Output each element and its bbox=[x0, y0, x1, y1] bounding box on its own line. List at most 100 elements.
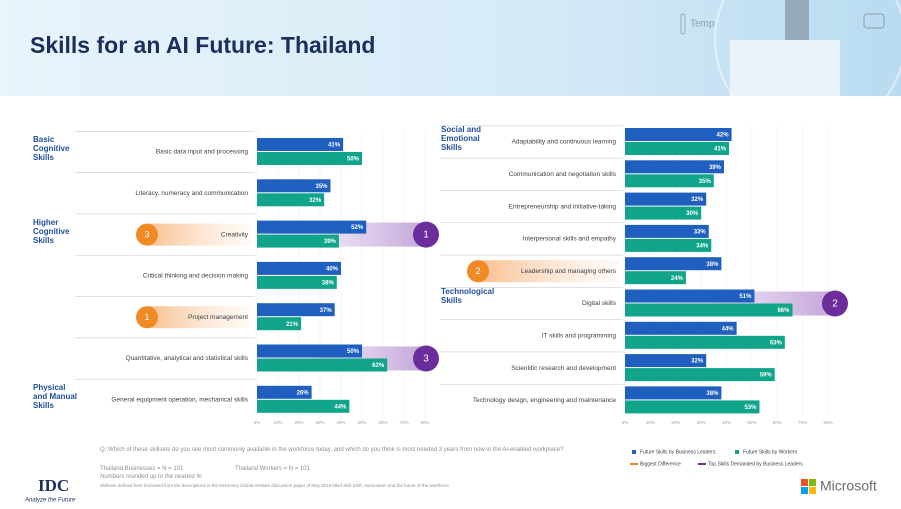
bar bbox=[257, 303, 335, 317]
header-decor bbox=[785, 0, 809, 40]
category-label: Literacy, numeracy and communication bbox=[135, 190, 248, 197]
category-label: Project management bbox=[188, 314, 248, 321]
idc-tagline: Analyze the Future bbox=[24, 498, 76, 504]
value-label: 38% bbox=[706, 262, 719, 268]
bar bbox=[257, 193, 325, 207]
value-label: 30% bbox=[686, 211, 699, 217]
top-badge bbox=[413, 221, 439, 248]
value-label: 38% bbox=[322, 280, 335, 286]
ms-logo bbox=[801, 487, 808, 494]
title: Skills for an AI Future: Thailand bbox=[30, 32, 375, 58]
category-label: Critical thinking and decision making bbox=[143, 273, 249, 280]
temp-label: Temp bbox=[690, 19, 715, 30]
x-tick-label: 80% bbox=[420, 420, 429, 425]
thermometer-icon bbox=[680, 13, 686, 35]
difference-band bbox=[147, 223, 252, 246]
value-label: 40% bbox=[326, 266, 339, 272]
value-label: 44% bbox=[334, 404, 347, 410]
value-label: 51% bbox=[739, 294, 752, 300]
value-label: 44% bbox=[722, 326, 735, 332]
legend-swatch bbox=[632, 450, 636, 454]
x-tick-label: 70% bbox=[399, 420, 408, 425]
category-label: Creativity bbox=[221, 231, 249, 238]
category-label: Leadership and managing others bbox=[521, 268, 617, 275]
bar bbox=[257, 399, 350, 413]
legend-swatch bbox=[735, 450, 739, 454]
category-label: Scientific research and development bbox=[511, 365, 616, 372]
value-label: 38% bbox=[706, 391, 719, 397]
bar bbox=[625, 174, 714, 188]
bar bbox=[257, 358, 388, 372]
category-label: IT skills and programming bbox=[542, 333, 617, 340]
ms-logo bbox=[809, 479, 816, 486]
sample-size: Thailand Businesses = N = 101 bbox=[100, 466, 184, 472]
bar bbox=[625, 160, 724, 174]
value-label: 32% bbox=[691, 359, 704, 365]
difference-band bbox=[478, 260, 620, 283]
value-label: 35% bbox=[315, 184, 328, 190]
bar bbox=[625, 271, 686, 285]
value-label: 32% bbox=[691, 197, 704, 203]
category-label: Technology design, engineering and maint… bbox=[473, 397, 616, 404]
value-label: 50% bbox=[347, 349, 360, 355]
top-rank: 1 bbox=[423, 230, 429, 241]
value-label: 62% bbox=[372, 363, 385, 369]
category-label: Quantitative, analytical and statistical… bbox=[126, 355, 249, 362]
category-label: Entrepreneurship and initiative-taking bbox=[509, 203, 617, 210]
value-label: 59% bbox=[760, 373, 773, 379]
top-rank: 2 bbox=[832, 299, 838, 310]
x-tick-label: 0% bbox=[254, 420, 261, 425]
value-label: 35% bbox=[699, 179, 712, 185]
rounding-note: Numbers rounded up to the nearest % bbox=[100, 474, 202, 480]
bar bbox=[257, 317, 302, 331]
ms-logo bbox=[801, 479, 808, 486]
chat-icon[interactable] bbox=[863, 13, 885, 29]
difference-rank: 1 bbox=[144, 312, 149, 322]
value-label: 39% bbox=[324, 239, 337, 245]
question: Q: Which of these skillsets do you see m… bbox=[100, 447, 564, 453]
legend-label: Future Skills by Business Leaders bbox=[640, 449, 716, 455]
x-tick-label: 0% bbox=[622, 420, 629, 425]
legend-label: Future Skills by Workers bbox=[743, 449, 798, 455]
bar bbox=[625, 192, 707, 206]
bar bbox=[625, 386, 722, 400]
value-label: 33% bbox=[694, 229, 707, 235]
top-badge bbox=[413, 345, 439, 372]
bar bbox=[257, 344, 362, 358]
value-label: 41% bbox=[714, 147, 727, 153]
value-label: 34% bbox=[696, 243, 709, 249]
bar bbox=[257, 275, 337, 289]
value-label: 41% bbox=[328, 143, 341, 149]
bar bbox=[257, 261, 341, 275]
bar bbox=[257, 220, 367, 234]
top-rank: 3 bbox=[423, 354, 429, 365]
x-tick-label: 20% bbox=[671, 420, 680, 425]
bar bbox=[625, 224, 709, 238]
bar bbox=[625, 335, 785, 349]
group-label: Social and Emotional Skills bbox=[441, 125, 482, 152]
bar bbox=[625, 400, 760, 414]
idc-logo: IDC bbox=[38, 476, 69, 495]
x-tick-label: 30% bbox=[315, 420, 324, 425]
header-decor bbox=[730, 40, 840, 96]
legend: Future Skills by Business Leaders Future … bbox=[630, 449, 803, 467]
value-label: 63% bbox=[770, 340, 783, 346]
value-label: 53% bbox=[744, 405, 757, 411]
group-label: Technological Skills bbox=[441, 286, 495, 305]
header-decor bbox=[714, 0, 901, 136]
value-label: 52% bbox=[351, 225, 364, 231]
sample-size: Thailand Workers = N = 101 bbox=[235, 466, 310, 472]
value-label: 37% bbox=[320, 308, 333, 314]
value-label: 21% bbox=[286, 322, 299, 328]
bar bbox=[257, 234, 339, 248]
category-label: General equipment operation, mechanical … bbox=[111, 397, 248, 404]
category-label: Adaptability and continuous learning bbox=[512, 139, 617, 146]
bar bbox=[625, 206, 702, 220]
x-tick-label: 40% bbox=[722, 420, 731, 425]
bar bbox=[257, 179, 331, 193]
bar bbox=[625, 354, 707, 368]
x-tick-label: 60% bbox=[773, 420, 782, 425]
ms-logo bbox=[809, 487, 816, 494]
value-label: 50% bbox=[347, 157, 360, 163]
bar bbox=[257, 152, 362, 165]
